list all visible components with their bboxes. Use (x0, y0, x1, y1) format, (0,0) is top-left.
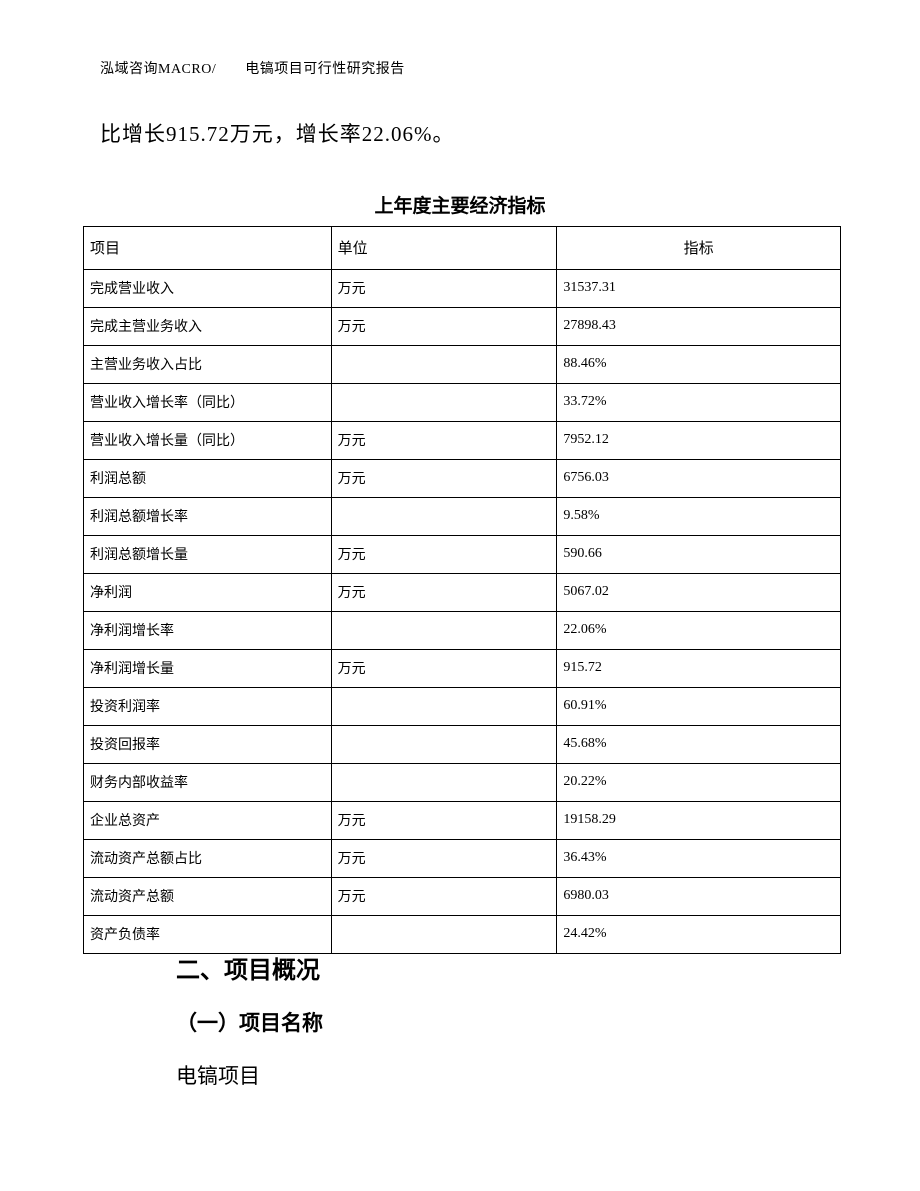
table-row: 利润总额增长量 万元 590.66 (84, 536, 841, 574)
table-row: 企业总资产 万元 19158.29 (84, 802, 841, 840)
cell-value: 24.42% (557, 916, 841, 954)
page-header: 泓域咨询MACRO/ 电镐项目可行性研究报告 (100, 58, 405, 78)
cell-value: 915.72 (557, 650, 841, 688)
cell-value: 19158.29 (557, 802, 841, 840)
cell-value: 590.66 (557, 536, 841, 574)
cell-unit (331, 726, 557, 764)
table-row: 主营业务收入占比 88.46% (84, 346, 841, 384)
table-row: 流动资产总额占比 万元 36.43% (84, 840, 841, 878)
column-header-item: 项目 (84, 227, 332, 270)
cell-unit: 万元 (331, 422, 557, 460)
cell-item: 净利润增长率 (84, 612, 332, 650)
cell-value: 22.06% (557, 612, 841, 650)
cell-unit: 万元 (331, 536, 557, 574)
cell-item: 财务内部收益率 (84, 764, 332, 802)
table-row: 完成营业收入 万元 31537.31 (84, 270, 841, 308)
table-row: 营业收入增长率（同比） 33.72% (84, 384, 841, 422)
cell-unit (331, 498, 557, 536)
cell-item: 投资回报率 (84, 726, 332, 764)
cell-value: 20.22% (557, 764, 841, 802)
cell-value: 6980.03 (557, 878, 841, 916)
cell-item: 净利润增长量 (84, 650, 332, 688)
cell-unit: 万元 (331, 308, 557, 346)
table-header-row: 项目 单位 指标 (84, 227, 841, 270)
cell-unit (331, 612, 557, 650)
cell-value: 27898.43 (557, 308, 841, 346)
cell-value: 9.58% (557, 498, 841, 536)
table-row: 利润总额 万元 6756.03 (84, 460, 841, 498)
cell-value: 33.72% (557, 384, 841, 422)
cell-unit: 万元 (331, 650, 557, 688)
cell-value: 31537.31 (557, 270, 841, 308)
table-row: 净利润增长率 22.06% (84, 612, 841, 650)
cell-value: 6756.03 (557, 460, 841, 498)
cell-unit: 万元 (331, 460, 557, 498)
table-row: 资产负债率 24.42% (84, 916, 841, 954)
cell-value: 7952.12 (557, 422, 841, 460)
cell-value: 60.91% (557, 688, 841, 726)
cell-item: 流动资产总额 (84, 878, 332, 916)
section-heading: 二、项目概况 (176, 950, 320, 985)
cell-item: 利润总额增长率 (84, 498, 332, 536)
cell-item: 利润总额 (84, 460, 332, 498)
cell-item: 营业收入增长量（同比） (84, 422, 332, 460)
table-row: 利润总额增长率 9.58% (84, 498, 841, 536)
cell-unit: 万元 (331, 270, 557, 308)
table-row: 净利润增长量 万元 915.72 (84, 650, 841, 688)
cell-item: 流动资产总额占比 (84, 840, 332, 878)
column-header-unit: 单位 (331, 227, 557, 270)
cell-item: 主营业务收入占比 (84, 346, 332, 384)
table-row: 投资回报率 45.68% (84, 726, 841, 764)
economic-indicators-table: 项目 单位 指标 完成营业收入 万元 31537.31 完成主营业务收入 万元 … (83, 226, 841, 954)
cell-item: 投资利润率 (84, 688, 332, 726)
table-row: 营业收入增长量（同比） 万元 7952.12 (84, 422, 841, 460)
table-row: 财务内部收益率 20.22% (84, 764, 841, 802)
table-title: 上年度主要经济指标 (0, 191, 920, 218)
cell-value: 45.68% (557, 726, 841, 764)
cell-unit: 万元 (331, 574, 557, 612)
table-body: 完成营业收入 万元 31537.31 完成主营业务收入 万元 27898.43 … (84, 270, 841, 954)
cell-unit (331, 384, 557, 422)
cell-unit (331, 916, 557, 954)
cell-unit: 万元 (331, 840, 557, 878)
cell-item: 资产负债率 (84, 916, 332, 954)
cell-unit (331, 346, 557, 384)
cell-item: 完成主营业务收入 (84, 308, 332, 346)
table-row: 流动资产总额 万元 6980.03 (84, 878, 841, 916)
cell-item: 利润总额增长量 (84, 536, 332, 574)
cell-unit (331, 764, 557, 802)
cell-unit: 万元 (331, 802, 557, 840)
cell-unit (331, 688, 557, 726)
cell-item: 完成营业收入 (84, 270, 332, 308)
subsection-heading: （一）项目名称 (176, 1007, 323, 1037)
cell-item: 企业总资产 (84, 802, 332, 840)
cell-value: 36.43% (557, 840, 841, 878)
cell-item: 营业收入增长率（同比） (84, 384, 332, 422)
column-header-value: 指标 (557, 227, 841, 270)
cell-value: 88.46% (557, 346, 841, 384)
table-row: 投资利润率 60.91% (84, 688, 841, 726)
intro-paragraph: 比增长915.72万元，增长率22.06%。 (100, 118, 455, 148)
cell-unit: 万元 (331, 878, 557, 916)
table-row: 净利润 万元 5067.02 (84, 574, 841, 612)
table-row: 完成主营业务收入 万元 27898.43 (84, 308, 841, 346)
subsection-content: 电镐项目 (176, 1060, 260, 1090)
cell-item: 净利润 (84, 574, 332, 612)
cell-value: 5067.02 (557, 574, 841, 612)
